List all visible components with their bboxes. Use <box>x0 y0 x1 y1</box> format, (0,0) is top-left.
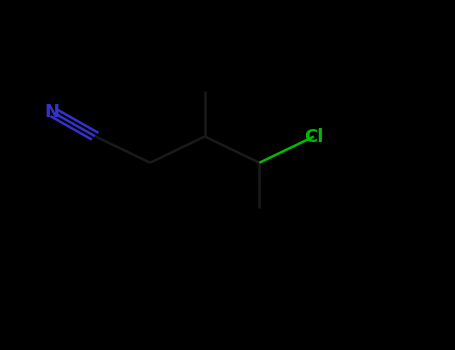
Text: Cl: Cl <box>304 127 324 146</box>
Text: N: N <box>45 103 60 121</box>
